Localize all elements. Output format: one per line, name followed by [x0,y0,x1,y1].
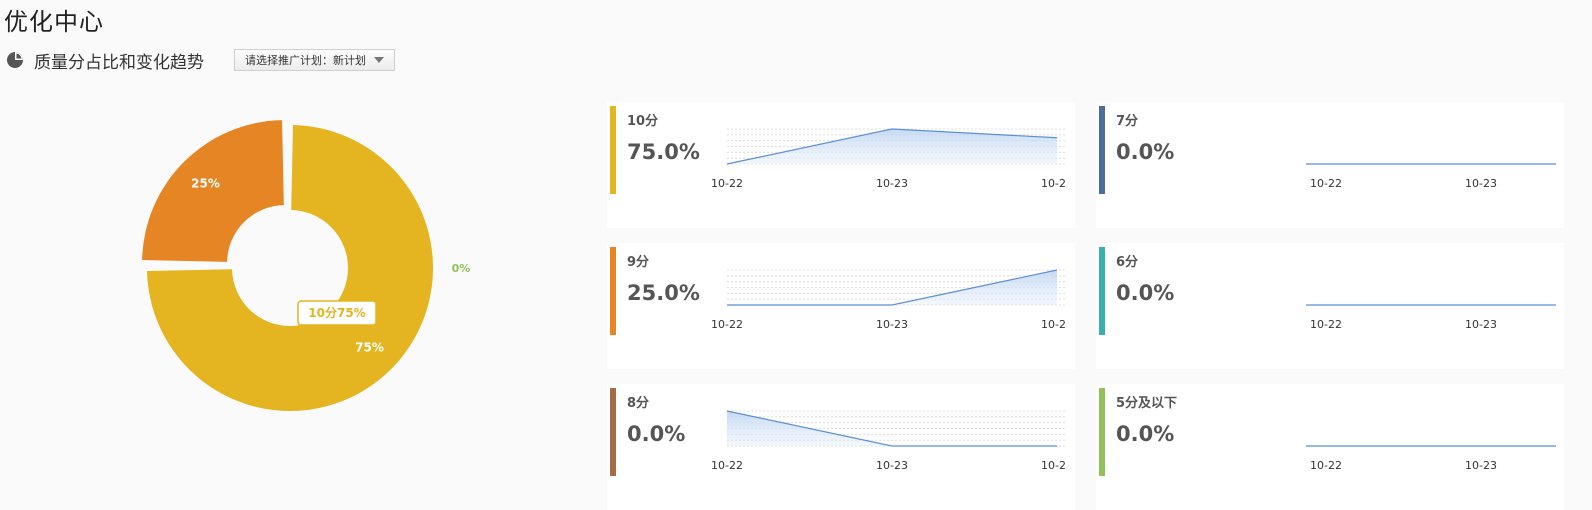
quality-donut-chart: 75% 25% 0% 10分75% [142,120,471,411]
pie-slice-10[interactable] [147,125,433,411]
sparkline-x-tick: 10-25 [1041,177,1067,190]
pie-slice-label-9: 25% [191,177,220,191]
sparkline-x-tick: 10-25 [1041,318,1067,331]
sparkline-x-tick: 10-23 [1465,318,1497,331]
trend-card-label: 7分 [1116,114,1139,129]
sparkline-line [727,269,1058,306]
pie-slice-label-5: 0% [452,262,471,275]
sparkline-x-tick: 10-23 [1465,459,1497,472]
trend-card-value: 0.0% [1116,422,1175,446]
trend-card-label: 6分 [1116,255,1139,270]
sparkline-x-tick: 10-23 [876,318,908,331]
sparkline-chart: 10-22 10-23 10-25 [711,128,1067,190]
plan-select-prefix: 请选择推广计划： [245,54,333,67]
sparkline-line [726,410,1057,447]
color-bar [610,247,616,335]
sparkline-x-tick: 10-22 [711,177,743,190]
trend-card-10: 10分 75.0% 10-22 10-23 10-25 [607,102,1075,228]
trend-card-value: 0.0% [627,422,686,446]
sparkline-line [726,128,1058,165]
color-bar [1099,106,1105,194]
sparkline-x-tick: 10-23 [1465,177,1497,190]
sparkline-area [727,270,1057,305]
sparkline-x-tick: 10-22 [1310,459,1342,472]
plan-select[interactable]: 请选择推广计划： 新计划 [234,49,395,71]
sparkline-x-tick: 10-25 [1041,459,1067,472]
section-title: 质量分占比和变化趋势 [34,52,204,73]
sparkline-chart: 10-22 10-23 10-25 [711,410,1067,472]
trend-card-value: 0.0% [1116,140,1175,164]
trend-card-label: 8分 [627,396,650,411]
sparkline-x-tick: 10-22 [711,459,743,472]
pie-slice-label-10: 75% [355,341,384,355]
sparkline-x-tick: 10-23 [876,459,908,472]
section-header: 质量分占比和变化趋势 请选择推广计划： 新计划 [6,48,395,73]
chevron-down-icon [374,57,384,63]
sparkline-x-tick: 10-22 [711,318,743,331]
trend-card-label: 10分 [627,114,659,129]
trend-card-value: 75.0% [627,140,700,164]
trend-card-8: 8分 0.0% 10-22 10-23 10-25 [607,384,1075,510]
trend-card-value: 0.0% [1116,281,1175,305]
sparkline-area [727,411,1057,446]
pie-slice-9[interactable] [142,120,284,262]
pie-chart-icon [7,52,23,68]
color-bar [1099,247,1105,335]
color-bar [610,106,616,194]
trend-card-value: 25.0% [627,281,700,305]
trend-card-9: 9分 25.0% 10-22 10-23 10-25 [607,243,1075,369]
sparkline-x-tick: 10-22 [1310,318,1342,331]
sparkline-x-tick: 10-22 [1310,177,1342,190]
pie-tooltip-text: 10分75% [308,305,365,320]
pie-tooltip: 10分75% [297,300,377,326]
sparkline-area [727,129,1057,164]
plan-select-value: 新计划 [333,54,366,67]
page-title: 优化中心 [4,8,104,36]
color-bar [610,388,616,476]
trend-card-label: 5分及以下 [1116,396,1178,411]
color-bar [1099,388,1105,476]
sparkline-x-tick: 10-23 [876,177,908,190]
sparkline-chart: 10-22 10-23 10-25 [711,269,1067,331]
trend-card-label: 9分 [627,255,650,270]
